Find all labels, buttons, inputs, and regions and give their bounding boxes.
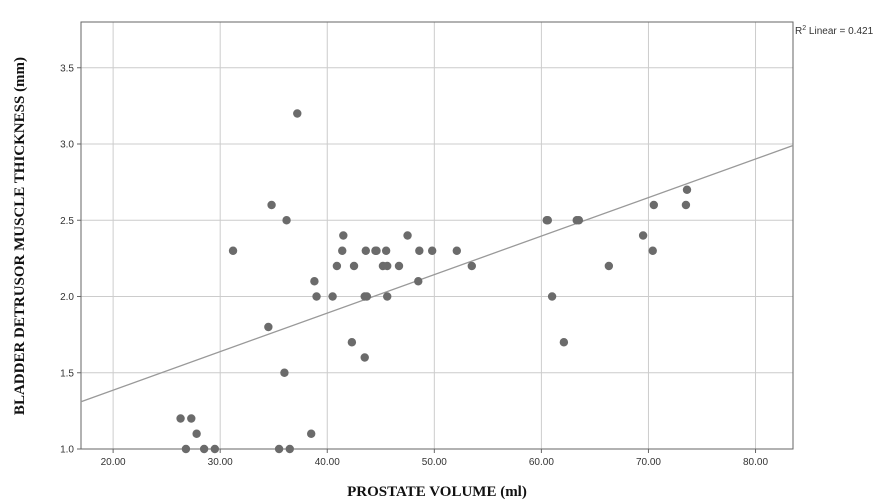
r-squared-annotation: R2 Linear = 0.421 xyxy=(795,25,874,37)
y-tick-label-2: 2.0 xyxy=(60,292,74,303)
r-squared-value: Linear = 0.421 xyxy=(806,26,873,37)
data-point-0 xyxy=(176,414,185,423)
data-point-1 xyxy=(181,444,191,454)
y-tick-label-4: 3.0 xyxy=(60,140,74,151)
y-tick-label-0: 1.0 xyxy=(60,445,74,456)
x-tick-label-1: 30.00 xyxy=(208,457,233,468)
data-point-47 xyxy=(638,231,648,240)
x-tick-label-0: 20.00 xyxy=(101,457,126,468)
data-point-23 xyxy=(360,353,369,362)
data-point-41 xyxy=(543,216,553,225)
grid-lines xyxy=(81,22,793,450)
data-point-50 xyxy=(681,200,691,210)
data-point-33 xyxy=(394,261,404,271)
data-point-45 xyxy=(574,216,584,225)
data-point-34 xyxy=(403,231,412,240)
data-point-19 xyxy=(338,246,347,255)
data-point-22 xyxy=(349,261,359,271)
regression-line xyxy=(80,144,794,403)
data-point-15 xyxy=(310,277,319,286)
data-point-26 xyxy=(362,292,372,301)
data-point-12 xyxy=(285,444,294,454)
y-axis-ticks: 1.0 1.5 2.0 2.5 3.0 3.5 xyxy=(60,63,81,456)
data-point-11 xyxy=(282,216,291,225)
plot-area xyxy=(80,21,794,450)
data-point-25 xyxy=(361,246,370,255)
data-point-36 xyxy=(415,246,424,255)
r-squared-prefix: R xyxy=(795,26,802,37)
r-squared-superscript: 2 xyxy=(802,25,806,32)
data-point-46 xyxy=(604,261,614,271)
data-point-9 xyxy=(274,444,284,454)
data-point-39 xyxy=(467,261,476,271)
data-point-7 xyxy=(264,322,273,332)
y-tick-label-3: 2.5 xyxy=(60,216,74,227)
x-tick-label-6: 80.00 xyxy=(743,457,768,468)
x-tick-label-5: 70.00 xyxy=(636,457,661,468)
data-point-14 xyxy=(306,429,316,438)
data-point-6 xyxy=(228,246,238,255)
data-point-43 xyxy=(559,338,569,347)
data-point-3 xyxy=(192,429,201,438)
x-tick-label-3: 50.00 xyxy=(422,457,447,468)
data-point-20 xyxy=(339,231,348,240)
y-tick-label-1: 1.5 xyxy=(60,368,74,379)
data-point-4 xyxy=(199,444,209,454)
y-tick-label-5: 3.5 xyxy=(60,63,74,74)
x-axis-title: PROSTATE VOLUME (ml) xyxy=(347,484,527,500)
x-tick-label-2: 40.00 xyxy=(315,457,340,468)
fit-line-group xyxy=(80,144,794,403)
data-point-38 xyxy=(452,246,462,255)
data-point-2 xyxy=(187,414,196,423)
data-point-49 xyxy=(649,200,659,210)
data-point-13 xyxy=(293,109,302,118)
y-axis-title: BLADDER DETRUSOR MUSCLE THICKNESS (mm) xyxy=(12,57,28,415)
data-point-21 xyxy=(347,338,357,347)
data-point-48 xyxy=(648,246,657,255)
data-point-5 xyxy=(210,444,220,454)
data-point-37 xyxy=(427,246,437,255)
data-point-8 xyxy=(267,200,276,210)
x-tick-label-4: 60.00 xyxy=(529,457,554,468)
data-point-30 xyxy=(381,246,391,255)
data-points xyxy=(176,109,692,454)
data-point-51 xyxy=(682,185,692,194)
data-point-42 xyxy=(547,292,557,301)
x-axis-ticks: 20.00 30.00 40.00 50.00 60.00 70.00 80.00 xyxy=(101,449,768,468)
data-point-31 xyxy=(383,292,392,301)
data-point-17 xyxy=(328,292,337,301)
data-point-16 xyxy=(312,292,321,301)
data-point-32 xyxy=(383,261,392,271)
data-point-10 xyxy=(280,368,289,377)
data-point-35 xyxy=(414,277,423,286)
data-point-18 xyxy=(332,261,342,271)
data-point-28 xyxy=(372,246,381,255)
